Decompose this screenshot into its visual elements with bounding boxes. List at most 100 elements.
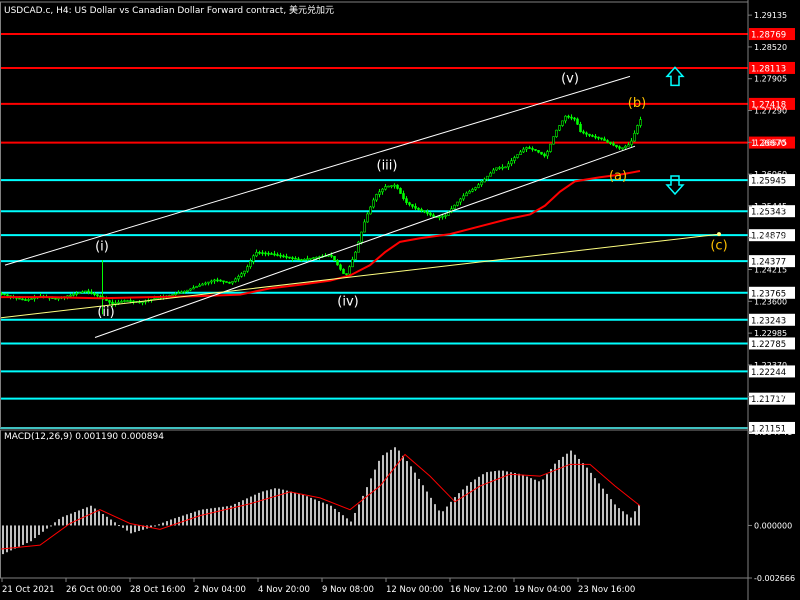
candle-body: [303, 258, 306, 261]
macd-histogram-bar: [458, 493, 460, 526]
macd-histogram-bar: [494, 471, 496, 526]
candle-body: [639, 119, 642, 126]
macd-histogram-bar: [290, 491, 292, 526]
time-tick-label: 16 Nov 12:00: [450, 585, 507, 595]
macd-histogram-bar: [466, 485, 468, 526]
candle-body: [630, 140, 633, 145]
candle-body: [624, 145, 627, 149]
support-label: 1.24377: [751, 258, 786, 268]
macd-histogram-bar: [26, 525, 28, 544]
macd-histogram-bar: [166, 521, 168, 526]
candle-body: [480, 181, 483, 186]
resistance-label: 1.28113: [751, 64, 786, 74]
candle-body: [471, 189, 474, 192]
macd-histogram-bar: [406, 461, 408, 526]
macd-histogram-bar: [130, 525, 132, 534]
price-tick-label: 1.27905: [754, 75, 787, 84]
candle-body: [210, 280, 213, 283]
candle-body: [387, 185, 390, 188]
candle-body: [279, 254, 282, 257]
candle-body: [3, 293, 6, 296]
macd-histogram-bar: [102, 514, 104, 526]
candle-body: [282, 255, 285, 258]
candle-body: [510, 160, 513, 165]
macd-histogram-bar: [514, 473, 516, 526]
macd-signal-line: [0, 453, 641, 550]
candle-body: [495, 167, 498, 171]
candle-body: [339, 264, 342, 270]
wave-label: (v): [561, 72, 579, 87]
macd-histogram-bar: [522, 474, 524, 526]
trend-line: [0, 233, 721, 319]
candle-body: [585, 132, 588, 135]
support-tag: [749, 313, 795, 326]
time-tick-label: 12 Nov 00:00: [386, 585, 443, 595]
support-label: 1.23765: [751, 289, 786, 299]
candle-body: [294, 257, 297, 260]
macd-histogram-bar: [302, 494, 304, 526]
resistance-tag: [749, 28, 795, 41]
candle-body: [411, 204, 414, 207]
candle-body: [243, 270, 246, 275]
candle-body: [588, 133, 591, 136]
macd-histogram-bar: [194, 511, 196, 526]
macd-histogram-bar: [234, 503, 236, 526]
candle-body: [600, 137, 603, 140]
macd-histogram-bar: [142, 525, 144, 530]
macd-histogram-bar: [518, 473, 520, 526]
macd-histogram-bar: [134, 525, 136, 533]
candle-body: [564, 115, 567, 122]
candle-body: [513, 157, 516, 161]
time-tick-label: 4 Nov 20:00: [258, 585, 310, 595]
resistance-tag: [749, 61, 795, 74]
macd-histogram-bar: [610, 499, 612, 526]
arrow-up-icon: [665, 66, 685, 87]
candle-body: [417, 207, 420, 210]
macd-histogram-bar: [614, 504, 616, 526]
macd-histogram-bar: [618, 508, 620, 526]
macd-histogram-bar: [154, 525, 156, 527]
candle-body: [525, 147, 528, 150]
candle-body: [621, 147, 624, 150]
candle-body: [558, 125, 561, 131]
candle-body: [285, 256, 288, 258]
candle-body: [408, 202, 411, 205]
macd-histogram-bar: [170, 519, 172, 526]
candle-body: [195, 286, 198, 288]
indicator-lines: [0, 66, 721, 338]
macd-histogram-bar: [510, 472, 512, 526]
candle-body: [174, 293, 177, 296]
macd-histogram-bar: [594, 478, 596, 526]
macd-histogram-bar: [78, 510, 80, 526]
candle-body: [453, 204, 456, 209]
candle-body: [627, 144, 630, 147]
resistance-tag: [749, 97, 795, 110]
macd-histogram-bar: [582, 463, 584, 526]
wave-label: (i): [95, 240, 109, 255]
macd-histogram-bar: [638, 504, 640, 526]
candle-body: [522, 148, 525, 153]
candle-body: [96, 294, 99, 297]
macd-histogram-bar: [442, 511, 444, 526]
macd-histogram-bar: [490, 471, 492, 526]
macd-histogram-bar: [590, 472, 592, 526]
candle-body: [231, 281, 234, 284]
candle-body: [93, 293, 96, 295]
candle-body: [420, 209, 423, 212]
candle-body: [579, 123, 582, 133]
macd-histogram-bar: [462, 489, 464, 526]
candle-body: [399, 188, 402, 194]
macd-histogram-bar: [262, 491, 264, 526]
macd-histogram-bar: [326, 504, 328, 526]
candle-body: [438, 216, 441, 219]
candle-body: [477, 184, 480, 188]
wave-label: (c): [710, 239, 727, 254]
macd-histogram-bar: [70, 513, 72, 526]
candle-body: [402, 193, 405, 199]
candle-body: [192, 287, 195, 290]
candle-body: [501, 166, 504, 169]
macd-tick-label: 0.004741: [754, 428, 792, 437]
macd-histogram-bar: [122, 525, 124, 528]
macd-histogram-bar: [530, 478, 532, 526]
time-tick-label: 28 Oct 16:00: [130, 585, 185, 595]
